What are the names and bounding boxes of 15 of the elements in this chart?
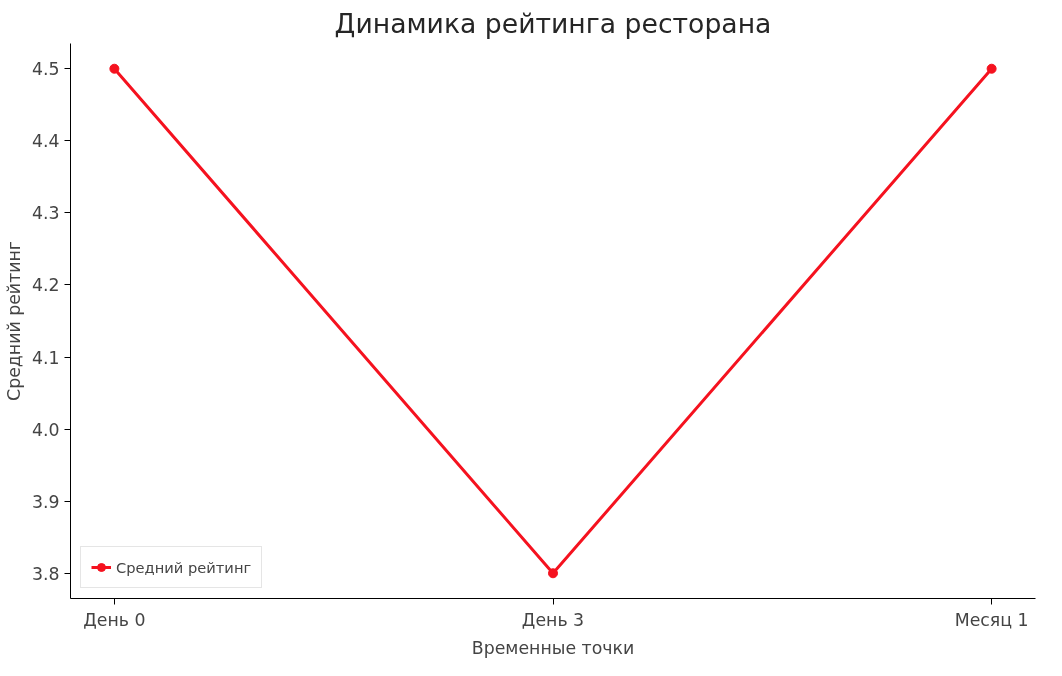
x-axis-title: Временные точки [471,637,635,658]
y-tick-label: 4.4 [31,131,60,152]
x-tick-label: День 0 [83,609,146,630]
legend-label: Средний рейтинг [116,558,252,576]
y-tick-label: 3.8 [31,563,60,584]
y-tick-label: 4.2 [31,275,60,296]
x-tick-label: Месяц 1 [954,609,1029,630]
y-axis-title: Средний рейтинг [3,241,24,401]
x-tick-label: День 3 [521,609,585,630]
y-tick-label: 4.0 [31,419,60,440]
y-tick-label: 4.3 [31,203,60,224]
y-tick-label: 4.1 [31,347,60,368]
y-tick-label: 3.9 [31,491,60,512]
y-tick-label: 4.5 [31,59,60,80]
chart-title: Динамика рейтинга ресторана [334,7,772,39]
